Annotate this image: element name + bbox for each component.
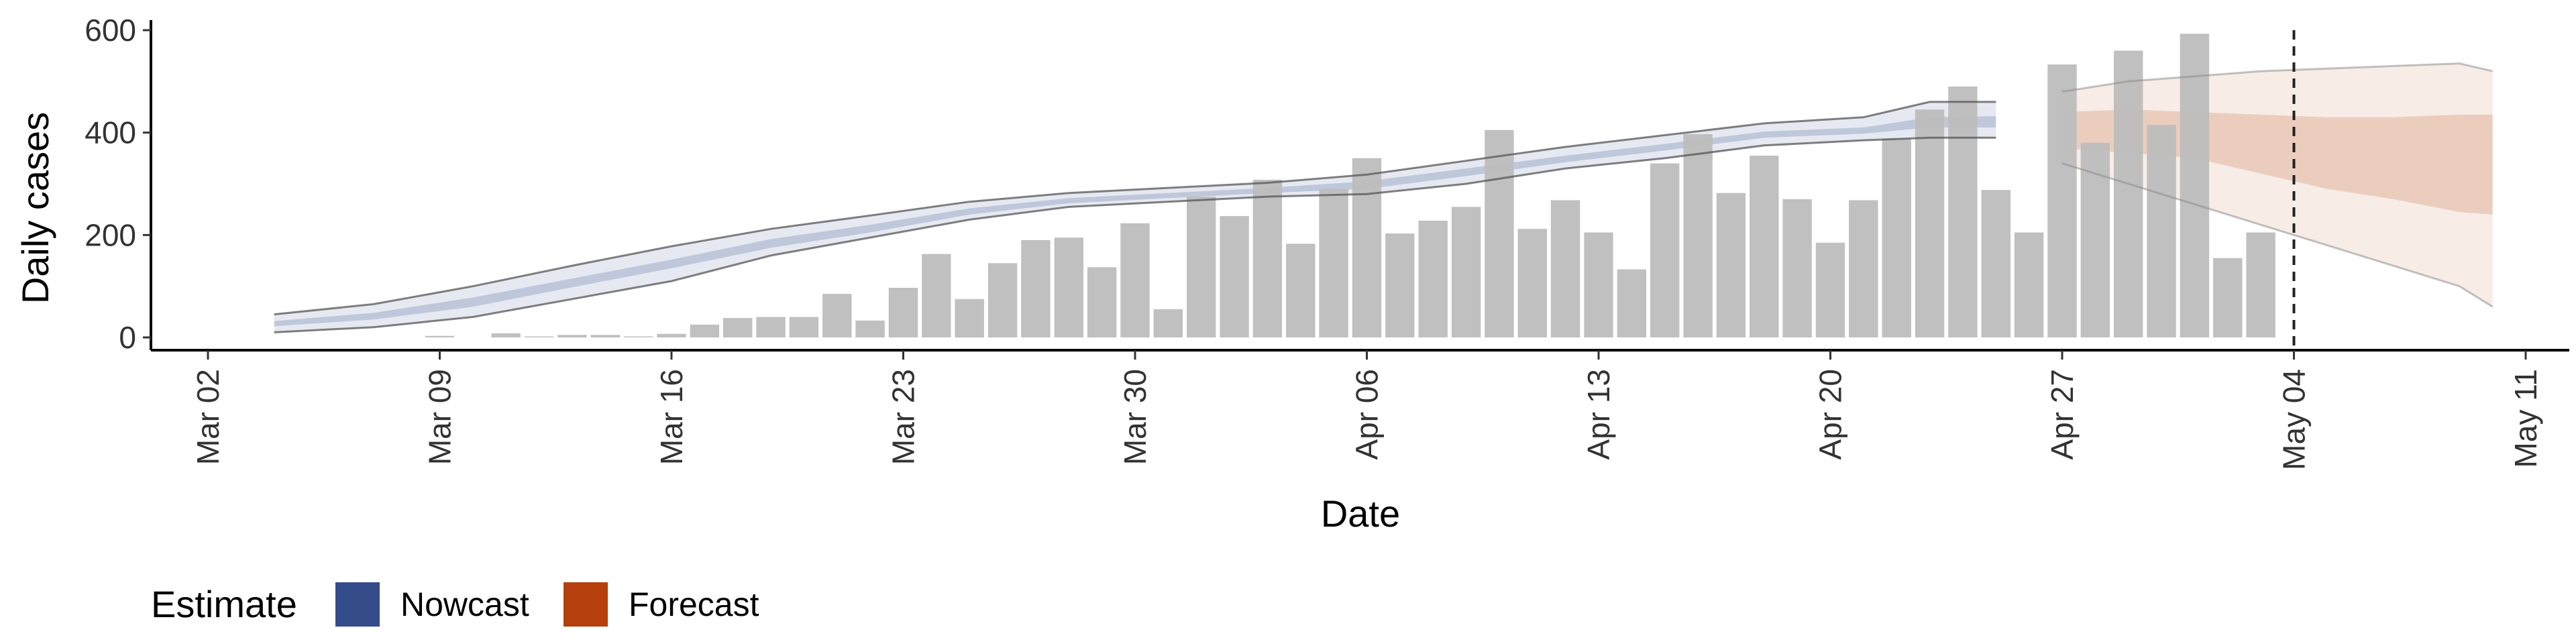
legend-title: Estimate <box>151 583 297 625</box>
legend-label-nowcast: Nowcast <box>400 586 529 623</box>
x-tick-label: Mar 16 <box>654 369 689 465</box>
x-axis-title: Date <box>1321 492 1400 535</box>
case-bar <box>2014 232 2044 337</box>
case-bar <box>1252 179 1283 337</box>
case-bar <box>557 335 587 337</box>
nowcast-lower-line <box>274 136 1996 333</box>
case-bar <box>623 336 653 337</box>
x-tick-label: Apr 27 <box>2045 369 2080 460</box>
case-bar <box>1021 240 1051 337</box>
case-bar <box>987 263 1018 337</box>
case-bar <box>756 317 786 337</box>
case-bar <box>2180 34 2210 338</box>
legend-swatch-nowcast <box>335 582 380 627</box>
case-bar <box>723 318 753 337</box>
case-bar <box>524 336 554 337</box>
case-bar <box>2114 50 2143 337</box>
case-bar <box>1187 197 1216 337</box>
case-bars <box>425 34 2275 338</box>
forecast-band-90 <box>2062 63 2493 307</box>
case-bar <box>1550 200 1580 337</box>
case-bar <box>2047 64 2077 337</box>
case-bar <box>491 333 521 337</box>
case-bar <box>1782 199 1812 337</box>
case-bar <box>657 333 686 337</box>
x-tick-label: Apr 20 <box>1813 369 1848 460</box>
case-bar <box>1087 267 1117 337</box>
case-bar <box>955 299 984 338</box>
case-bar <box>1849 200 1878 337</box>
case-bar <box>1054 237 1083 337</box>
legend-swatch-forecast <box>564 582 608 627</box>
case-bar <box>1485 129 1514 338</box>
case-bar <box>1418 221 1448 337</box>
case-bar <box>1683 134 1713 337</box>
x-tick-label: Mar 09 <box>423 369 458 465</box>
nowcast-band-50 <box>274 116 1996 327</box>
case-bar <box>822 294 852 337</box>
nowcast-band-90 <box>274 101 1996 333</box>
y-tick-label: 400 <box>85 115 136 150</box>
case-bar <box>1650 163 1680 337</box>
case-bar <box>2213 258 2243 337</box>
case-bar <box>1617 269 1646 337</box>
case-bar <box>1352 158 1382 338</box>
x-tick-label: Mar 30 <box>1118 369 1152 465</box>
x-tick-label: Mar 23 <box>886 369 921 465</box>
case-bar <box>1815 242 1845 337</box>
case-bar <box>922 254 951 337</box>
case-bar <box>1517 229 1547 337</box>
case-bar <box>425 335 455 337</box>
case-bar <box>1286 244 1316 337</box>
case-bar <box>590 335 620 337</box>
case-bar <box>2246 232 2275 337</box>
case-bar <box>1584 232 1613 337</box>
case-bar <box>2080 142 2110 337</box>
legend-label-forecast: Forecast <box>629 586 759 623</box>
y-tick-label: 200 <box>85 217 136 252</box>
case-bar <box>1153 309 1183 337</box>
nowcast-upper-line <box>274 101 1996 316</box>
x-tick-label: May 04 <box>2277 369 2312 470</box>
x-tick-label: Apr 13 <box>1581 369 1616 460</box>
case-bar <box>789 317 819 337</box>
case-bar <box>1716 193 1746 337</box>
case-bar <box>1948 87 1978 337</box>
band-outlines <box>274 30 2493 350</box>
case-bar <box>855 320 885 337</box>
y-tick-label: 600 <box>85 13 136 48</box>
case-bar <box>1451 207 1481 337</box>
case-bar <box>1915 109 1945 338</box>
x-tick-label: Mar 02 <box>191 369 225 465</box>
legend: Estimate Nowcast Forecast <box>151 582 759 627</box>
case-bar <box>2147 125 2176 337</box>
case-bar <box>690 324 719 337</box>
case-bar <box>1319 189 1348 337</box>
case-bar <box>1120 223 1150 337</box>
case-bar <box>1981 190 2010 337</box>
case-bar <box>888 288 918 337</box>
case-bar <box>1385 233 1415 337</box>
case-bar <box>1882 138 1911 338</box>
case-bar <box>1750 156 1779 337</box>
x-tick-label: Apr 06 <box>1350 369 1385 460</box>
y-axis-title: Daily cases <box>14 112 56 304</box>
axes: 0 200 400 600 Mar 02 Mar 09 Mar 16 Mar 23 Mar 30… <box>85 13 2569 470</box>
y-tick-label: 0 <box>119 320 136 355</box>
case-bar <box>1220 216 1249 337</box>
forecast-lower-line <box>2061 162 2493 308</box>
x-tick-label: May 11 <box>2508 369 2543 468</box>
